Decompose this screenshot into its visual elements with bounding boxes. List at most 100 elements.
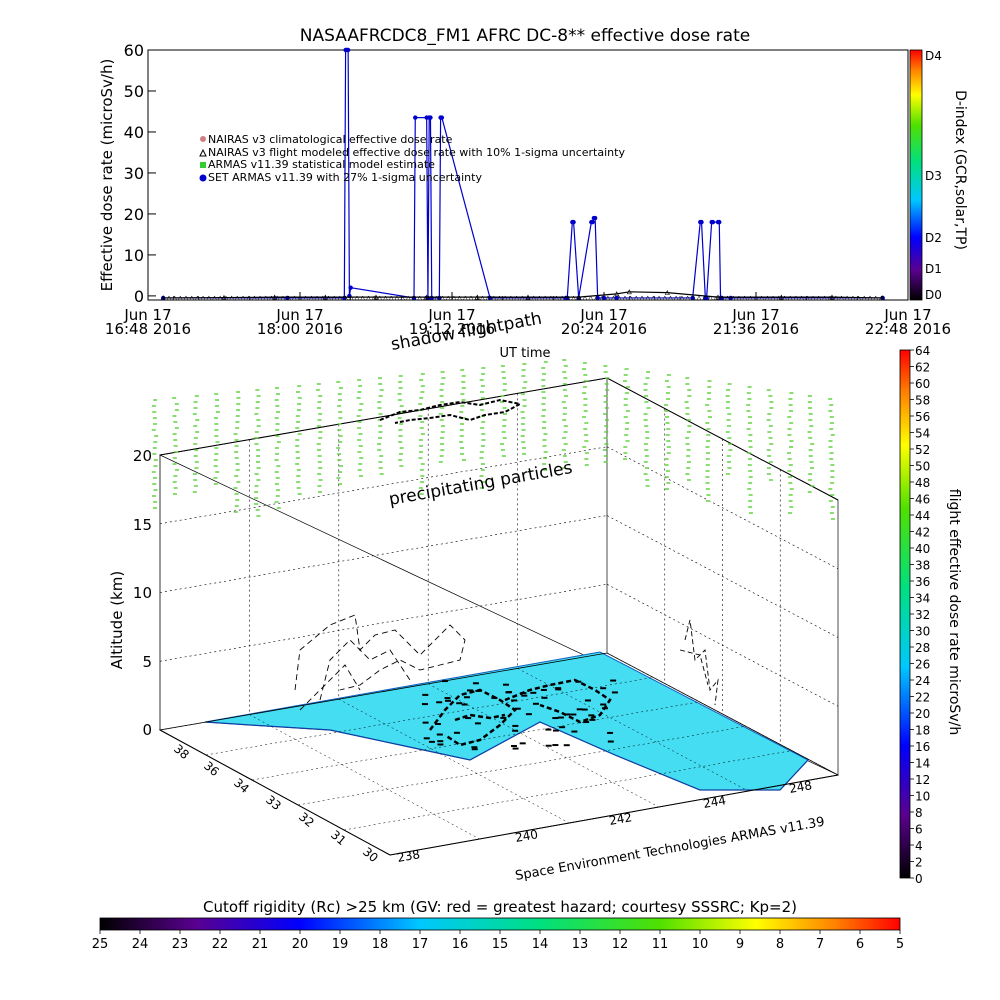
baseline-marker	[229, 295, 235, 301]
baseline-marker	[514, 295, 520, 301]
rc-tick-label: 16	[452, 937, 469, 952]
top-x-tick-label-time: 22:48 2016	[865, 320, 951, 338]
series-point	[614, 291, 620, 297]
rc-tick-label: 14	[532, 937, 549, 952]
dose-colorbar-tick-label: 30	[915, 625, 930, 639]
dose-colorbar-tick-label: 56	[915, 410, 930, 424]
dose-colorbar-tick-label: 28	[915, 641, 930, 655]
rc-tick-label: 7	[816, 937, 824, 952]
lat-tick-32: 32	[296, 810, 317, 831]
dose-colorbar-tick-label: 6	[915, 823, 923, 837]
rc-tick-label: 22	[212, 937, 229, 952]
baseline-marker	[297, 295, 303, 301]
top-x-tick-label-time: 20:24 2016	[561, 320, 647, 338]
dose-rate-colorbar-ticks: 0246810121416182022242628303234363840424…	[910, 344, 930, 886]
series-point	[590, 219, 595, 225]
dose-colorbar-tick-label: 20	[915, 707, 930, 721]
baseline-marker	[861, 295, 867, 301]
dose-colorbar-tick-label: 46	[915, 493, 930, 507]
top-x-tick-label-date: Jun 17	[731, 306, 779, 324]
wall-grid-line	[159, 446, 608, 525]
baseline-marker	[867, 295, 873, 301]
dose-rate-colorbar: 0246810121416182022242628303234363840424…	[899, 344, 962, 886]
baseline-marker	[776, 295, 782, 301]
d-index-tick-d0: D0	[925, 288, 942, 302]
baseline-marker	[320, 295, 326, 301]
baseline-marker	[565, 295, 571, 301]
baseline-marker	[639, 295, 645, 301]
dose-colorbar-tick-label: 18	[915, 724, 930, 738]
top-x-tick-label-date: Jun 17	[123, 306, 171, 324]
baseline-marker	[753, 295, 759, 301]
dose-colorbar-tick-label: 40	[915, 542, 930, 556]
baseline-marker	[183, 295, 189, 301]
cutoff-rigidity-ticks: 25 24 23 22 21 20 19 18 17 16 15 14 13 12 11 10 9 8 7 6 5	[92, 930, 904, 952]
baseline-marker	[491, 295, 497, 301]
legend-marker-nairas-clim	[200, 136, 206, 142]
baseline-marker	[497, 295, 502, 301]
baseline-marker	[673, 295, 679, 301]
lat-tick-38: 38	[171, 742, 192, 763]
top-x-tick-label-time: 21:36 2016	[713, 320, 799, 338]
top-y-axis-label: Effective dose rate (microSv/h)	[98, 59, 116, 292]
rc-tick-label: 20	[292, 937, 309, 952]
dose-colorbar-tick-label: 0	[915, 872, 923, 886]
shadow-loops-right	[679, 619, 719, 706]
series-point	[715, 294, 721, 300]
series-point	[428, 115, 433, 120]
baseline-marker	[804, 295, 810, 301]
rc-tick-label: 12	[612, 937, 629, 952]
top-y-tick-label: 50	[124, 82, 144, 101]
z-tick-0: 0	[142, 721, 152, 739]
baseline-marker	[810, 295, 816, 301]
legend-marker-set-armas	[199, 174, 207, 182]
z-axis-label: Altitude (km)	[108, 571, 126, 669]
baseline-marker	[377, 295, 383, 301]
baseline-marker	[189, 295, 195, 301]
z-tick-15: 15	[133, 516, 152, 534]
baseline-marker	[747, 295, 753, 301]
baseline-marker	[314, 295, 320, 301]
coastline	[204, 721, 809, 791]
baseline-marker	[679, 295, 685, 301]
baseline-marker	[827, 295, 833, 301]
z-tick-10: 10	[133, 584, 152, 602]
baseline-marker	[212, 295, 217, 301]
baseline-marker	[696, 295, 702, 301]
dose-rate-colorbar-label: flight effective dose rate microSv/h	[946, 489, 962, 735]
baseline-marker	[730, 295, 736, 301]
baseline-marker	[856, 295, 862, 301]
rc-tick-label: 5	[896, 937, 904, 952]
wall-grid-line	[159, 377, 608, 456]
baseline-marker	[337, 295, 343, 301]
baseline-marker	[844, 295, 850, 301]
series-point	[699, 219, 704, 225]
baseline-marker	[348, 295, 354, 301]
d-index-tick-d3: D3	[925, 169, 942, 183]
ground-grid-line	[249, 714, 480, 840]
dose-colorbar-tick-label: 44	[915, 509, 930, 523]
ground-grid-line	[205, 677, 654, 756]
ground-grid-line	[428, 683, 659, 808]
lon-tick-238: 238	[396, 847, 421, 865]
dose-colorbar-tick-label: 16	[915, 740, 930, 754]
baseline-marker	[616, 295, 622, 301]
baseline-marker	[445, 295, 451, 301]
baseline-marker	[707, 295, 713, 301]
baseline-marker	[662, 295, 668, 301]
d-index-tick-d4: D4	[925, 49, 942, 63]
top-y-tick-label: 10	[124, 246, 144, 265]
top-x-tick-label-date: Jun 17	[579, 306, 627, 324]
rc-tick-label: 24	[132, 937, 149, 952]
baseline-marker	[354, 295, 360, 301]
baseline-marker	[251, 295, 257, 301]
baseline-marker	[685, 295, 691, 301]
series-point	[373, 294, 379, 300]
ground-map-water	[204, 651, 809, 791]
series-point	[571, 219, 576, 225]
baseline-marker	[736, 295, 742, 301]
series-point	[829, 294, 835, 300]
baseline-marker	[246, 295, 252, 301]
baseline-marker	[656, 295, 662, 301]
baseline-marker	[719, 295, 725, 301]
